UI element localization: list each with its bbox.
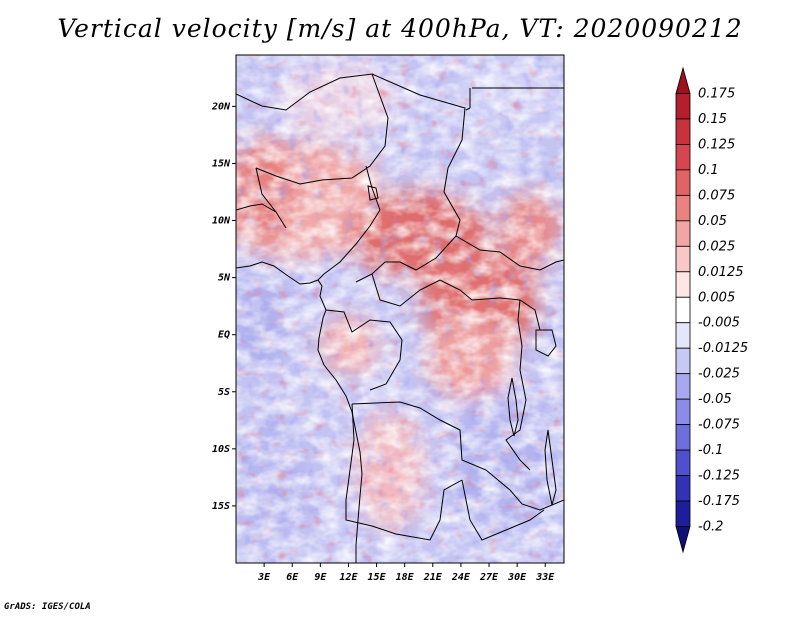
border-nigeria-cameroon bbox=[317, 165, 381, 281]
colorbar-swatch bbox=[675, 93, 691, 120]
x-tick-label: 9E bbox=[314, 572, 327, 583]
x-tick-label: 30E bbox=[507, 572, 527, 583]
colorbar-swatch bbox=[675, 220, 691, 247]
y-tick-label: 15N bbox=[212, 158, 231, 169]
map-frame bbox=[235, 54, 565, 564]
border-angola bbox=[345, 403, 463, 541]
border-car bbox=[371, 273, 541, 331]
x-tick-label: 27E bbox=[479, 572, 499, 583]
colorbar-label: -0.05 bbox=[698, 392, 732, 407]
colorbar-label: 0.025 bbox=[698, 239, 735, 254]
x-tick-label: 3E bbox=[257, 572, 271, 583]
colorbar-label: 0.075 bbox=[698, 188, 735, 203]
colorbar-label: 0.05 bbox=[698, 214, 727, 229]
colorbar-swatch bbox=[675, 500, 691, 527]
y-tick-label: 10S bbox=[212, 444, 230, 455]
colorbar-label: 0.1 bbox=[698, 163, 719, 178]
axis-ticks: 3E 6E 9E 12E 15E 18E 21E 24E 27E 30E 33E 20N 15N 10N 5… bbox=[211, 101, 555, 583]
colorbar-swatch bbox=[675, 118, 691, 145]
map-plot-area: 3E 6E 9E 12E 15E 18E 21E 24E 27E 30E 33E 20N 15N 10N 5… bbox=[211, 54, 565, 583]
colorbar-label: -0.0125 bbox=[698, 341, 748, 356]
colorbar-swatch bbox=[675, 169, 691, 196]
colorbar-label: -0.075 bbox=[698, 418, 740, 433]
colorbar-label: 0.005 bbox=[698, 290, 735, 305]
border-zambia bbox=[461, 479, 545, 541]
colorbar-label: -0.1 bbox=[698, 443, 723, 458]
y-tick-label: 20N bbox=[211, 101, 231, 112]
border-west bbox=[236, 167, 287, 229]
coastline-gulf-of-guinea bbox=[236, 261, 363, 563]
border-north-east bbox=[465, 87, 564, 111]
y-tick-label: 15S bbox=[212, 501, 230, 512]
x-tick-label: 24E bbox=[451, 572, 471, 583]
colorbar-label: -0.2 bbox=[698, 520, 723, 535]
colorbar-label: -0.025 bbox=[698, 367, 740, 382]
x-tick-label: 15E bbox=[368, 572, 387, 583]
x-tick-label: 18E bbox=[396, 572, 415, 583]
colorbar-swatch bbox=[675, 424, 691, 451]
field-speckle-white bbox=[236, 55, 564, 563]
colorbar-swatch bbox=[675, 66, 691, 94]
colorbar-label: 0.175 bbox=[698, 86, 735, 101]
colorbar-label: 0.125 bbox=[698, 137, 735, 152]
colorbar-swatch bbox=[675, 347, 691, 375]
credit-label: GrADS: IGES/COLA bbox=[4, 602, 91, 612]
y-tick-label: EQ bbox=[218, 330, 230, 341]
colorbar-swatch bbox=[675, 296, 691, 324]
colorbar-swatch bbox=[675, 144, 691, 171]
border-drc-south bbox=[351, 401, 564, 511]
colorbar-swatch bbox=[675, 373, 691, 400]
colorbar-label: -0.125 bbox=[698, 469, 740, 484]
colorbar-label: 0.0125 bbox=[698, 265, 744, 280]
border-niger bbox=[236, 73, 389, 185]
colorbar-swatch bbox=[675, 526, 691, 554]
x-tick-label: 33E bbox=[535, 572, 555, 583]
colorbar-swatch bbox=[675, 398, 691, 426]
x-tick-label: 21E bbox=[423, 572, 443, 583]
colorbar-label: 0.15 bbox=[698, 112, 727, 127]
border-congo bbox=[325, 309, 403, 391]
x-tick-label: 12E bbox=[339, 572, 358, 583]
colorbar-label: -0.175 bbox=[698, 494, 740, 509]
y-tick-label: 5N bbox=[218, 273, 231, 284]
border-chad-sudan bbox=[355, 73, 466, 283]
colorbar-swatch bbox=[675, 449, 691, 476]
colorbar-swatch bbox=[675, 194, 691, 222]
colorbar-swatch bbox=[675, 475, 691, 502]
colorbar-swatch bbox=[675, 245, 691, 273]
colorbar: 0.175 0.15 0.125 0.1 0.075 0.05 0.025 0.0125 0.0… bbox=[675, 66, 748, 554]
colorbar-swatch bbox=[675, 271, 691, 298]
border-east-africa bbox=[505, 299, 531, 471]
lake-tanganyika bbox=[507, 377, 519, 437]
border-south-sudan bbox=[455, 235, 564, 271]
lake-victoria bbox=[535, 329, 557, 357]
y-tick-label: 10N bbox=[212, 216, 231, 227]
colorbar-swatch bbox=[675, 322, 691, 349]
lake-chad bbox=[367, 185, 379, 201]
colorbar-label: -0.005 bbox=[698, 316, 740, 331]
lake-malawi bbox=[544, 429, 557, 506]
chart-title: Vertical velocity [m/s] at 400hPa, VT: 2… bbox=[57, 14, 743, 43]
x-tick-label: 6E bbox=[286, 572, 299, 583]
y-tick-label: 5S bbox=[218, 387, 230, 398]
